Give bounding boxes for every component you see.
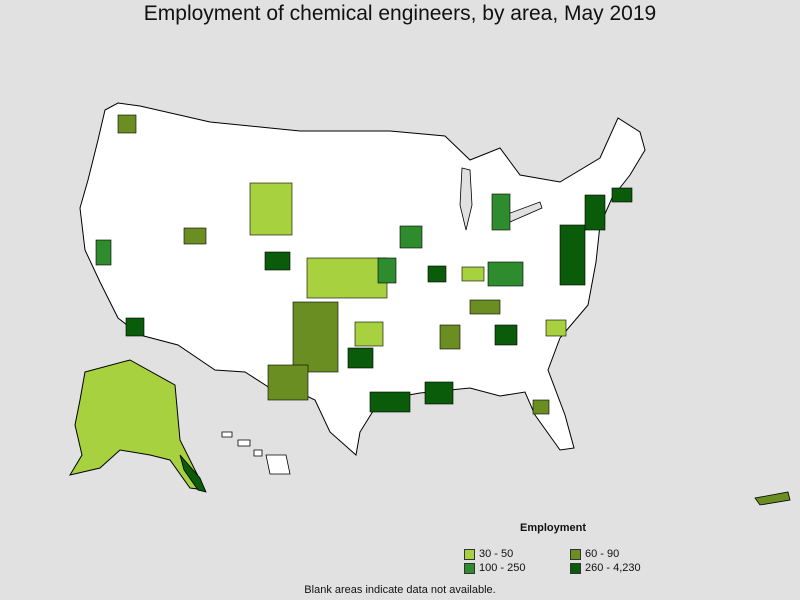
area-houston bbox=[369, 391, 411, 413]
legend-item-60-90: 60 - 90 bbox=[570, 548, 619, 560]
legend-item-260-4230: 260 - 4,230 bbox=[570, 562, 641, 574]
employment-areas bbox=[95, 114, 633, 415]
area-wyoming bbox=[249, 182, 293, 236]
area-michigan bbox=[491, 193, 511, 231]
footnote: Blank areas indicate data not available. bbox=[304, 584, 496, 596]
legend-label: 260 - 4,230 bbox=[585, 562, 641, 574]
legend-item-100-250: 100 - 250 bbox=[464, 562, 525, 574]
area-oklahoma bbox=[354, 321, 384, 347]
alaska-south bbox=[179, 454, 207, 493]
area-la bbox=[125, 317, 145, 337]
area-south-carolina bbox=[545, 319, 567, 337]
area-east-coast-1 bbox=[559, 224, 586, 286]
area-massachusetts bbox=[611, 187, 633, 203]
puerto-rico bbox=[754, 491, 791, 506]
legend-swatch bbox=[464, 548, 475, 560]
area-kansas bbox=[306, 257, 388, 299]
area-kentucky bbox=[461, 266, 485, 282]
area-west-texas bbox=[292, 301, 339, 373]
legend-item-30-50: 30 - 50 bbox=[464, 548, 513, 560]
area-dallas bbox=[347, 347, 374, 369]
area-missouri bbox=[377, 257, 397, 284]
legend-title: Employment bbox=[520, 522, 587, 534]
legend-label: 30 - 50 bbox=[479, 548, 514, 560]
hawaii bbox=[221, 431, 291, 475]
area-alabama bbox=[439, 324, 461, 350]
legend: Employment 30 - 50 60 - 90 100 - 250 260… bbox=[464, 520, 664, 580]
area-east-coast-2 bbox=[584, 194, 606, 231]
area-colorado bbox=[264, 251, 291, 271]
area-georgia bbox=[494, 324, 518, 346]
lake-michigan bbox=[459, 167, 473, 231]
alaska bbox=[68, 359, 206, 491]
area-florida bbox=[532, 399, 550, 415]
legend-swatch bbox=[570, 562, 581, 574]
area-california-north bbox=[95, 239, 112, 266]
map-title: Employment of chemical engineers, by are… bbox=[143, 2, 657, 25]
legend-swatch bbox=[464, 562, 475, 574]
area-louisiana bbox=[424, 381, 454, 405]
area-utah bbox=[183, 227, 207, 245]
area-iowa bbox=[399, 225, 423, 249]
area-ohio bbox=[487, 261, 524, 287]
area-illinois bbox=[427, 265, 447, 283]
area-texas-south bbox=[267, 364, 309, 401]
legend-label: 100 - 250 bbox=[479, 562, 526, 574]
legend-label: 60 - 90 bbox=[585, 548, 620, 560]
legend-swatch bbox=[570, 548, 581, 560]
area-tennessee bbox=[469, 299, 501, 315]
area-washington bbox=[117, 114, 137, 134]
